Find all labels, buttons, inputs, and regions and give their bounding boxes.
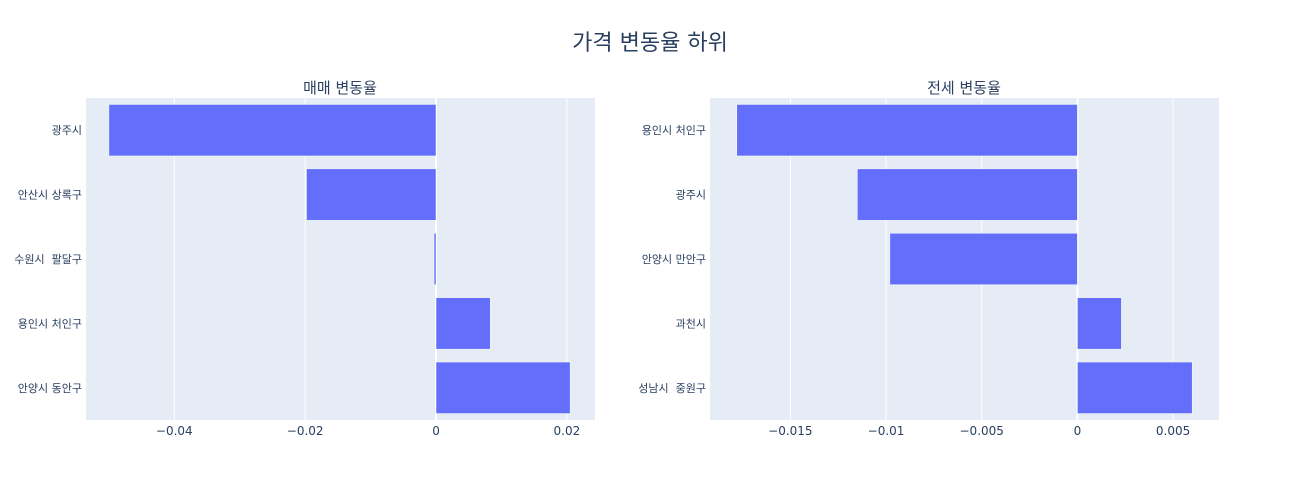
x-tick-label: 0.005	[1156, 424, 1190, 438]
y-category-label: 용인시 처인구	[18, 317, 82, 330]
bar	[736, 104, 1078, 157]
bar	[1077, 297, 1122, 350]
y-category-label: 광주시	[52, 124, 82, 137]
x-tick-label: 0	[1074, 424, 1082, 438]
y-category-label: 수원시 팔달구	[14, 253, 82, 266]
x-tick-label: −0.02	[287, 424, 324, 438]
x-tick-label: −0.04	[156, 424, 193, 438]
x-tick-label: 0	[432, 424, 440, 438]
y-category-label: 성남시 중원구	[638, 382, 706, 395]
bar	[889, 232, 1078, 286]
bar	[435, 297, 491, 350]
panel-title-jeonse: 전세 변동율	[927, 79, 1001, 97]
bar	[435, 361, 571, 414]
chart-title: 가격 변동율 하위	[572, 31, 728, 56]
x-tick-label: −0.005	[960, 424, 1004, 438]
y-category-label: 안산시 상록구	[18, 189, 82, 202]
y-category-label: 용인시 처인구	[642, 124, 706, 137]
bar	[1077, 361, 1193, 414]
x-tick-label: −0.01	[868, 424, 905, 438]
x-tick-label: −0.015	[768, 424, 812, 438]
y-category-label: 안양시 만안구	[642, 253, 706, 266]
panel-jeonse-change: 전세 변동율 −0.015 −0.01 −0.005 0 0.005 용인시 처인구광주시…	[638, 79, 1219, 438]
bar	[433, 232, 437, 286]
bar	[857, 168, 1078, 221]
bar	[306, 168, 437, 221]
y-category-label: 광주시	[676, 189, 706, 202]
bar	[108, 104, 437, 157]
y-category-label: 과천시	[676, 316, 706, 330]
x-tick-label: 0.02	[554, 424, 581, 438]
y-category-label: 안양시 동안구	[18, 382, 82, 395]
panel-title-sale: 매매 변동율	[303, 79, 377, 97]
